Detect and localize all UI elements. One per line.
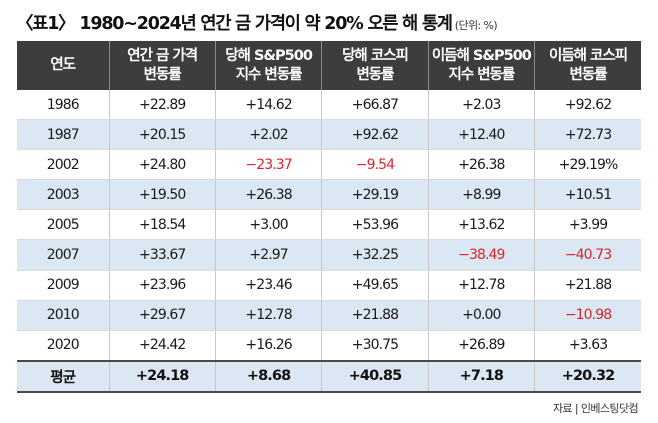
year-cell: 2010 — [17, 300, 109, 331]
year-cell: 2007 — [17, 239, 109, 271]
year-cell: 2020 — [17, 330, 109, 362]
value-cell: +29.67 — [108, 300, 216, 331]
column-header-line: 이듬해 S&P500 — [431, 47, 532, 64]
value-cell: +3.00 — [214, 209, 322, 241]
value-cell: +26.89 — [427, 330, 535, 362]
value-cell: +24.18 — [108, 359, 216, 393]
year-cell: 2002 — [17, 149, 109, 181]
value-cell: +14.62 — [214, 90, 322, 121]
value-cell: +30.75 — [321, 330, 429, 362]
value-cell: +0.00 — [427, 300, 535, 331]
value-cell: +10.51 — [534, 179, 641, 211]
title-row: 〈표1〉 1980~2024년 연간 금 가격이 약 20% 오른 해 통계 (… — [16, 10, 498, 36]
year-cell: 1986 — [17, 90, 109, 121]
table-header: 연도 연간 금 가격 변동률 당해 S&P500 지수 변동률 당해 코스피 변동률 이듬해 … — [17, 41, 641, 90]
table-title: 〈표1〉 1980~2024년 연간 금 가격이 약 20% 오른 해 통계 — [16, 14, 453, 34]
table-row: 2002 +24.80 −23.37 −9.54 +26.38 +29.19% — [17, 149, 641, 181]
value-cell: +16.26 — [214, 330, 322, 362]
value-cell: +29.19 — [321, 179, 429, 211]
value-cell: +49.65 — [321, 270, 429, 301]
value-cell: −38.49 — [427, 239, 535, 271]
column-header-line: 연간 금 가격 — [127, 47, 198, 64]
value-cell: +12.78 — [214, 300, 322, 331]
value-cell: −9.54 — [321, 149, 429, 181]
value-cell: +26.38 — [214, 179, 322, 211]
value-cell: −10.98 — [534, 300, 641, 331]
table-row: 2003 +19.50 +26.38 +29.19 +8.99 +10.51 — [17, 179, 641, 211]
value-cell: −23.37 — [214, 149, 322, 181]
value-cell: +66.87 — [321, 90, 429, 121]
value-cell: +20.15 — [108, 119, 216, 151]
value-cell: +29.19% — [534, 149, 641, 181]
value-cell: +24.80 — [108, 149, 216, 181]
value-cell: +12.40 — [427, 119, 535, 151]
value-cell: +20.32 — [534, 359, 641, 393]
gold-price-table: 연도 연간 금 가격 변동률 당해 S&P500 지수 변동률 당해 코스피 변동률 이듬해 … — [17, 41, 641, 393]
value-cell: +7.18 — [427, 359, 535, 393]
value-cell: +40.85 — [321, 359, 429, 393]
year-cell: 2003 — [17, 179, 109, 211]
value-cell: +13.62 — [427, 209, 535, 241]
year-cell: 1987 — [17, 119, 109, 151]
value-cell: +19.50 — [108, 179, 216, 211]
value-cell: −40.73 — [534, 239, 641, 271]
value-cell: +2.02 — [214, 119, 322, 151]
table-row: 2020 +24.42 +16.26 +30.75 +26.89 +3.63 — [17, 330, 641, 362]
year-cell: 2005 — [17, 209, 109, 241]
value-cell: +2.97 — [214, 239, 322, 271]
value-cell: +18.54 — [108, 209, 216, 241]
source-note: 자료 | 인베스팅닷컴 — [552, 402, 639, 415]
table-row: 1987 +20.15 +2.02 +92.62 +12.40 +72.73 — [17, 119, 641, 151]
table-row: 2005 +18.54 +3.00 +53.96 +13.62 +3.99 — [17, 209, 641, 241]
value-cell: +32.25 — [321, 239, 429, 271]
table-row: 2010 +29.67 +12.78 +21.88 +0.00 −10.98 — [17, 300, 641, 331]
value-cell: +33.67 — [108, 239, 216, 271]
column-header-line: 당해 S&P500 — [225, 47, 313, 64]
table-row: 2009 +23.96 +23.46 +49.65 +12.78 +21.88 — [17, 270, 641, 301]
value-cell: +3.63 — [534, 330, 641, 362]
value-cell: +26.38 — [427, 149, 535, 181]
table-row: 2007 +33.67 +2.97 +32.25 −38.49 −40.73 — [17, 239, 641, 271]
value-cell: +8.68 — [214, 359, 322, 393]
column-header-line: 지수 변동률 — [448, 66, 515, 83]
column-header: 연도 — [17, 41, 109, 90]
value-cell: +23.96 — [108, 270, 216, 301]
value-cell: +21.88 — [321, 300, 429, 331]
column-header-line: 지수 변동률 — [235, 66, 303, 83]
value-cell: +53.96 — [321, 209, 429, 241]
column-header-line: 변동률 — [356, 66, 394, 83]
value-cell: +22.89 — [108, 90, 216, 121]
unit-note: (단위: %) — [454, 19, 498, 32]
column-header-line: 이듬해 코스피 — [548, 47, 628, 64]
value-cell: +8.99 — [427, 179, 535, 211]
header-row: 연도 연간 금 가격 변동률 당해 S&P500 지수 변동률 당해 코스피 변동률 이듬해 … — [17, 41, 641, 90]
column-header-line: 변동률 — [569, 66, 608, 83]
value-cell: +2.03 — [427, 90, 535, 121]
column-header: 이듬해 S&P500 지수 변동률 — [427, 41, 535, 90]
column-header-line: 당해 코스피 — [342, 47, 409, 64]
year-cell: 2009 — [17, 270, 109, 301]
value-cell: +92.62 — [534, 90, 641, 121]
value-cell: +92.62 — [321, 119, 429, 151]
table-body: 1986 +22.89 +14.62 +66.87 +2.03 +92.62 1987 +20… — [17, 90, 641, 393]
column-header-line: 변동률 — [143, 66, 182, 83]
value-cell: +24.42 — [108, 330, 216, 362]
value-cell: +23.46 — [214, 270, 322, 301]
average-label: 평균 — [17, 359, 109, 393]
value-cell: +12.78 — [427, 270, 535, 301]
value-cell: +72.73 — [534, 119, 641, 151]
value-cell: +21.88 — [534, 270, 641, 301]
value-cell: +3.99 — [534, 209, 641, 241]
column-header-line: 연도 — [50, 57, 76, 73]
column-header: 당해 S&P500 지수 변동률 — [214, 41, 322, 90]
table-row: 1986 +22.89 +14.62 +66.87 +2.03 +92.62 — [17, 90, 641, 121]
average-row: 평균 +24.18 +8.68 +40.85 +7.18 +20.32 — [17, 359, 641, 393]
